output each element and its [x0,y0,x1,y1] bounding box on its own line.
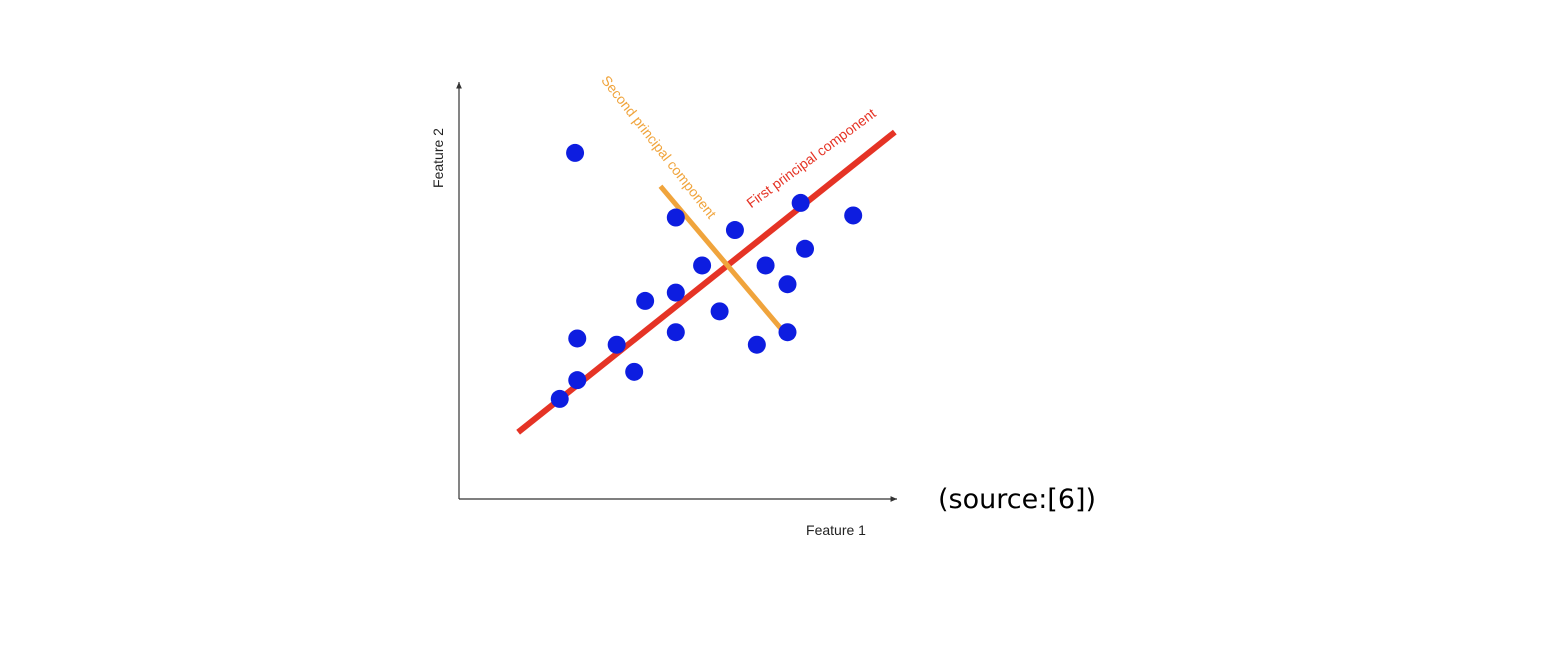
data-point-19 [796,239,815,258]
data-point-12 [710,302,729,321]
data-point-13 [725,221,744,240]
data-point-9 [666,283,685,302]
data-point-18 [791,193,810,212]
data-point-7 [636,291,655,310]
data-point-4 [568,329,587,348]
data-point-6 [625,362,644,381]
data-point-15 [756,256,775,275]
data-point-8 [666,323,685,342]
data-point-14 [747,335,766,354]
data-point-20 [844,206,863,225]
data-point-10 [666,208,685,227]
y-axis-label: Feature 2 [430,128,446,188]
data-point-1 [550,389,569,408]
data-point-16 [778,323,797,342]
data-point-11 [693,256,712,275]
data-point-3 [566,143,585,162]
axes [456,82,897,502]
data-point-2 [568,371,587,390]
data-point-17 [778,275,797,294]
data-point-5 [607,335,626,354]
x-axis-label: Feature 1 [806,522,866,538]
second-pc-label: Second principal component [598,72,719,221]
data-points [550,143,863,408]
source-note: (source:[6]) [938,484,1097,515]
